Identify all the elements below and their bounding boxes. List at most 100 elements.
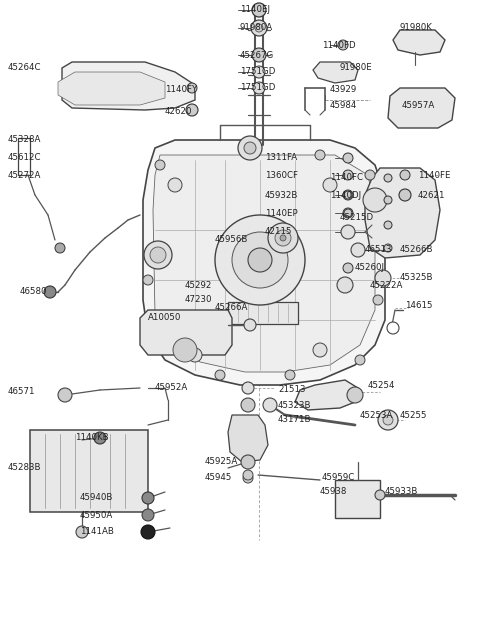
Text: 1140FY: 1140FY: [165, 86, 197, 94]
Text: 45932B: 45932B: [265, 190, 299, 200]
Text: 45255: 45255: [400, 410, 428, 420]
Text: 42620: 42620: [165, 107, 192, 117]
Circle shape: [252, 48, 266, 62]
Circle shape: [343, 263, 353, 273]
Circle shape: [275, 230, 291, 246]
Text: 1140EJ: 1140EJ: [240, 6, 270, 14]
Text: A10050: A10050: [148, 314, 181, 322]
Circle shape: [155, 160, 165, 170]
Text: 45938: 45938: [320, 487, 348, 497]
Circle shape: [144, 241, 172, 269]
Circle shape: [168, 178, 182, 192]
Polygon shape: [313, 62, 358, 83]
Bar: [228, 302, 298, 324]
Text: 1360CF: 1360CF: [265, 170, 298, 180]
Circle shape: [187, 83, 197, 93]
Circle shape: [251, 20, 267, 36]
Text: 21513: 21513: [278, 386, 305, 394]
Circle shape: [387, 322, 399, 334]
Circle shape: [76, 526, 88, 538]
Polygon shape: [140, 310, 232, 355]
Circle shape: [215, 370, 225, 380]
Polygon shape: [58, 72, 165, 105]
Text: 45267G: 45267G: [240, 50, 274, 60]
Bar: [30, 430, 148, 512]
Polygon shape: [295, 380, 358, 410]
Text: 1140DJ: 1140DJ: [330, 190, 361, 200]
Text: 45283B: 45283B: [8, 464, 41, 472]
Circle shape: [142, 509, 154, 521]
Circle shape: [188, 348, 202, 362]
Circle shape: [344, 209, 352, 217]
Text: 45272A: 45272A: [8, 170, 41, 180]
Circle shape: [399, 189, 411, 201]
Text: 45952A: 45952A: [155, 384, 188, 392]
Text: 45215D: 45215D: [340, 213, 374, 223]
Text: 45959C: 45959C: [322, 474, 355, 482]
Circle shape: [238, 136, 262, 160]
Circle shape: [94, 432, 106, 444]
Text: 1140KB: 1140KB: [75, 433, 108, 443]
Text: 45940B: 45940B: [80, 494, 113, 502]
Circle shape: [263, 398, 277, 412]
Text: 45328A: 45328A: [8, 136, 41, 144]
Text: 42115: 42115: [265, 228, 292, 236]
Circle shape: [253, 66, 265, 78]
Text: 45957A: 45957A: [402, 100, 435, 110]
Text: 47230: 47230: [185, 296, 213, 304]
Circle shape: [241, 455, 255, 469]
Circle shape: [375, 270, 391, 286]
Circle shape: [384, 221, 392, 229]
Circle shape: [243, 473, 253, 483]
Text: 43929: 43929: [330, 86, 357, 94]
Circle shape: [347, 387, 363, 403]
Text: 45292: 45292: [185, 280, 212, 290]
Circle shape: [150, 247, 166, 263]
Text: 14615: 14615: [405, 301, 432, 309]
Circle shape: [242, 382, 254, 394]
Text: 45950A: 45950A: [80, 510, 113, 520]
Circle shape: [315, 150, 325, 160]
Text: 45266B: 45266B: [400, 246, 433, 254]
Circle shape: [351, 243, 365, 257]
Circle shape: [241, 398, 255, 412]
Circle shape: [337, 277, 353, 293]
Text: 45254: 45254: [368, 381, 396, 389]
Polygon shape: [388, 88, 455, 128]
Text: 91980A: 91980A: [240, 24, 273, 32]
Circle shape: [243, 470, 253, 480]
Text: 45945: 45945: [205, 474, 232, 482]
Circle shape: [142, 492, 154, 504]
Circle shape: [341, 225, 355, 239]
Circle shape: [232, 232, 288, 288]
Circle shape: [384, 244, 392, 252]
Text: 45260J: 45260J: [355, 264, 385, 273]
Text: 1140EP: 1140EP: [265, 208, 298, 218]
Circle shape: [383, 415, 393, 425]
Text: 1141AB: 1141AB: [80, 528, 114, 536]
Circle shape: [323, 178, 337, 192]
Text: 43171B: 43171B: [278, 415, 312, 425]
Polygon shape: [365, 168, 440, 258]
Text: 45222A: 45222A: [370, 280, 403, 290]
Circle shape: [343, 208, 353, 218]
Circle shape: [255, 24, 263, 32]
Polygon shape: [62, 62, 195, 110]
Circle shape: [186, 104, 198, 116]
Text: 45612C: 45612C: [8, 154, 41, 162]
Text: 1140FD: 1140FD: [322, 40, 356, 50]
Circle shape: [143, 275, 153, 285]
Circle shape: [244, 319, 256, 331]
Circle shape: [313, 343, 327, 357]
Circle shape: [55, 243, 65, 253]
Circle shape: [344, 191, 352, 199]
Text: 45323B: 45323B: [278, 401, 312, 409]
Circle shape: [244, 142, 256, 154]
Polygon shape: [393, 30, 445, 55]
Circle shape: [343, 190, 353, 200]
Circle shape: [384, 174, 392, 182]
Text: 1140FE: 1140FE: [418, 170, 451, 180]
Circle shape: [363, 188, 387, 212]
Circle shape: [355, 355, 365, 365]
Circle shape: [373, 295, 383, 305]
